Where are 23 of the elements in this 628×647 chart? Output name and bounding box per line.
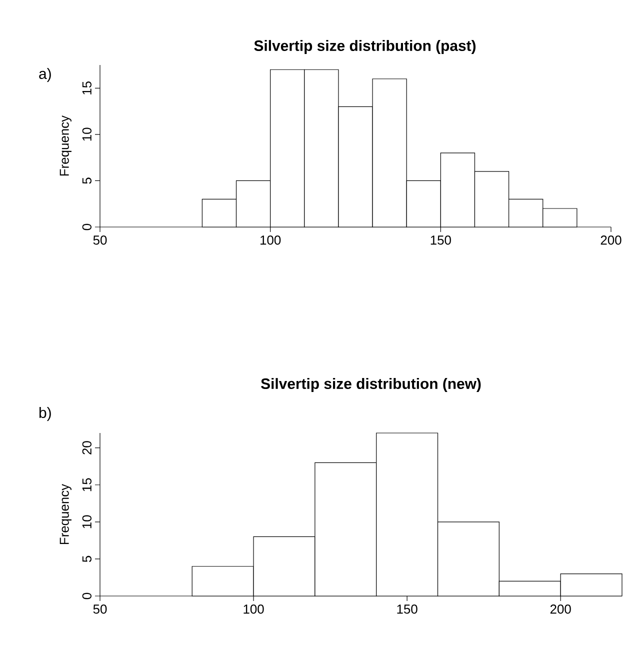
y-axis-title: Frequency [60, 484, 72, 544]
y-tick-label: 15 [82, 81, 92, 94]
y-tick-label: 10 [82, 128, 92, 141]
y-tick-label: 5 [82, 178, 92, 184]
y-tick-label: 20 [82, 441, 92, 454]
y-tick-label: 15 [82, 478, 92, 492]
text: b) [39, 407, 51, 421]
x-tick-label: 100 [260, 236, 281, 245]
y-tick-label: 0 [82, 592, 92, 600]
x-tick-label: 150 [430, 236, 451, 245]
y-tick-label: 0 [82, 224, 92, 230]
x-tick-label: 150 [397, 604, 418, 614]
x-tick-label: 50 [93, 236, 107, 245]
text: a) [39, 68, 51, 82]
y-tick-label: 5 [82, 556, 92, 562]
x-tick-label: 100 [244, 604, 264, 614]
x-tick-label: 200 [600, 236, 622, 245]
y-tick-label: 10 [82, 515, 92, 528]
chart-title: Silvertip size distribution (past) [254, 40, 476, 54]
x-tick-label: 200 [550, 604, 571, 614]
x-tick-label: 50 [93, 604, 107, 614]
chart-title: Silvertip size distribution (new) [261, 378, 481, 392]
y-axis-title: Frequency [60, 115, 72, 176]
